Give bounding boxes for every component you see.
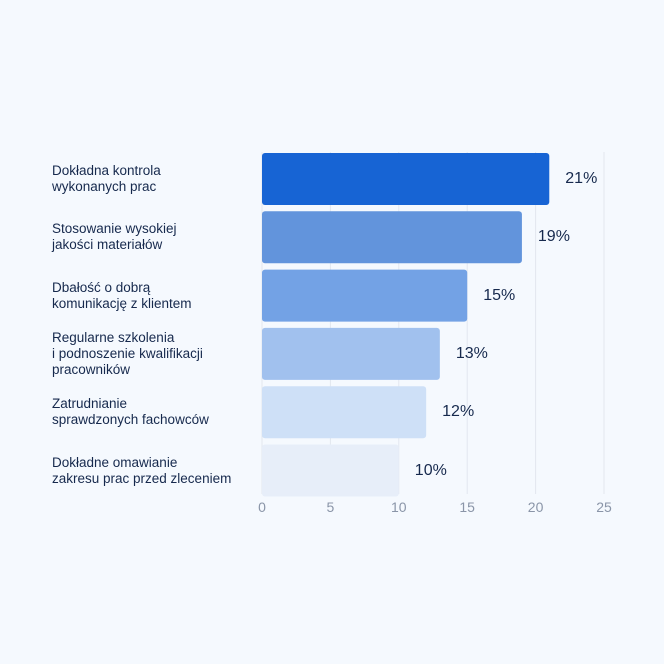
category-label: Zatrudnianie sprawdzonych fachowców bbox=[52, 396, 209, 428]
value-label: 12% bbox=[442, 403, 475, 421]
bar bbox=[262, 153, 550, 205]
category-label: Stosowanie wysokiej jakości materiałów bbox=[52, 221, 177, 253]
x-tick-label: 0 bbox=[258, 499, 266, 515]
bar bbox=[262, 327, 440, 380]
category-label: Dbałość o dobrą komunikację z klientem bbox=[52, 279, 192, 311]
category-label: Dokładna kontrola wykonanych prac bbox=[52, 163, 161, 194]
value-label: 10% bbox=[414, 461, 447, 479]
category-label: Dokładne omawianie zakresu prac przed zl… bbox=[52, 454, 232, 486]
x-tick-label: 25 bbox=[596, 499, 612, 515]
bar bbox=[262, 269, 468, 322]
value-label: 13% bbox=[455, 344, 488, 362]
value-label: 15% bbox=[483, 286, 516, 304]
x-tick-label: 5 bbox=[326, 499, 335, 515]
x-tick-label: 15 bbox=[459, 499, 475, 515]
x-tick-label: 10 bbox=[391, 499, 407, 515]
value-label: 21% bbox=[565, 170, 598, 187]
bar bbox=[262, 211, 522, 264]
bar bbox=[262, 386, 427, 439]
bar bbox=[262, 444, 399, 497]
category-label: Regularne szkolenia i podnoszenie kwalif… bbox=[52, 329, 203, 377]
x-tick-label: 20 bbox=[527, 499, 544, 515]
value-label: 19% bbox=[537, 228, 570, 246]
